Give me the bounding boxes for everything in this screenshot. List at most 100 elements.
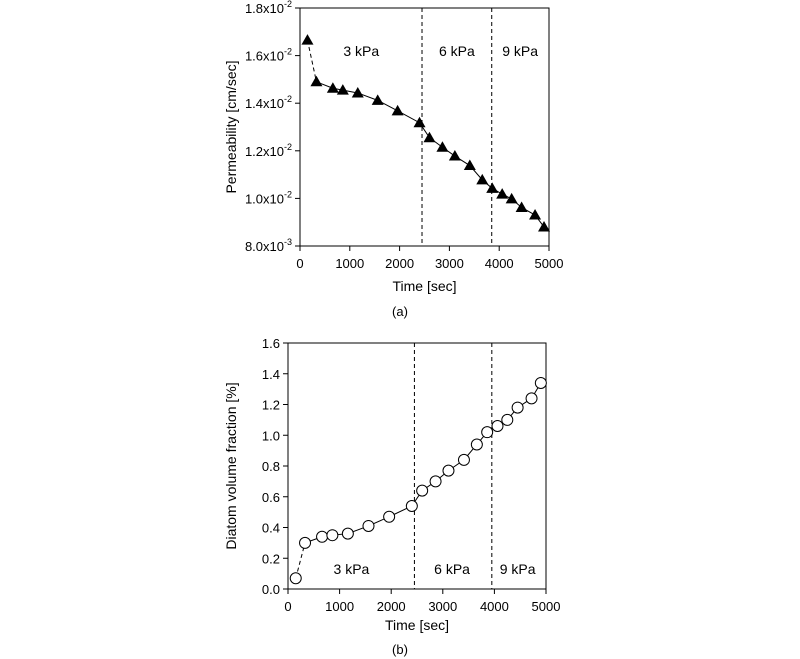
data-point-triangle [326,82,339,93]
y-tick-mantissa: 1.6x10 [245,49,284,64]
data-point-triangle [529,209,542,220]
x-axis-title: Time [sec] [385,617,449,633]
data-point-circle [501,413,514,426]
y-tick-label: 1.4 [262,367,280,382]
data-point-circle [326,529,339,542]
y-tick-exponent: -2 [284,0,292,9]
data-point-triangle [505,192,518,204]
series-line-initial-dashed [306,40,317,82]
data-point-triangle [301,34,314,45]
data-point-circle [299,536,312,549]
data-point-circle [341,527,354,540]
series-line-initial-dashed [295,542,306,579]
y-tick-label: 0.8 [262,459,280,474]
series-line [316,81,545,228]
y-tick-exponent: -3 [284,237,292,247]
data-point-circle [457,453,470,466]
y-tick-label: 0.2 [262,551,280,566]
data-point-triangle [538,220,551,232]
y-tick-label: 1.8x10-2 [245,0,292,16]
data-point-circle [383,510,396,523]
data-point-triangle [336,84,349,95]
pressure-stage-label: 9 kPa [500,561,536,577]
y-tick-mantissa: 1.4 [262,367,280,382]
data-point-circle [511,401,524,414]
y-tick-mantissa: 0.4 [262,521,280,536]
x-tick-label: 5000 [535,256,564,271]
data-point-circle [470,438,483,451]
data-point-triangle [515,201,528,212]
pressure-stage-label: 3 kPa [334,561,370,577]
y-axis-title: Diatom volume fraction [%] [223,382,239,549]
x-tick-label: 3000 [435,256,464,271]
y-tick-label: 0.0 [262,582,280,597]
y-tick-label: 1.6x10-2 [245,47,292,64]
y-tick-mantissa: 0.6 [262,490,280,505]
plot-frame [287,342,547,590]
data-point-triangle [436,141,449,152]
data-point-circle [442,464,455,477]
x-tick-label: 1000 [335,256,364,271]
y-tick-mantissa: 0.8 [262,459,280,474]
y-tick-label: 0.6 [262,490,280,505]
x-tick-label: 5000 [532,599,561,614]
x-tick-label: 1000 [325,599,354,614]
figure-caption: (a) [392,304,408,319]
data-point-triangle [413,116,426,128]
y-tick-mantissa: 1.8x10 [245,1,284,16]
y-tick-exponent: -2 [284,94,292,104]
y-tick-mantissa: 8.0x10 [245,239,284,254]
y-axis-title: Permeability [cm/sec] [223,60,239,193]
x-axis-title: Time [sec] [392,278,456,294]
y-tick-exponent: -2 [284,189,292,199]
data-point-triangle [391,104,404,116]
data-point-circle [316,530,329,543]
data-point-circle [416,484,429,497]
data-point-circle [429,475,442,488]
data-point-triangle [351,86,364,98]
x-tick-label: 3000 [428,599,457,614]
y-tick-mantissa: 1.2 [262,398,280,413]
data-point-triangle [496,188,509,199]
y-tick-mantissa: 1.6 [262,336,280,351]
y-tick-label: 1.2 [262,398,280,413]
data-point-triangle [310,75,323,87]
y-tick-label: 0.4 [262,521,280,536]
y-tick-label: 8.0x10-3 [245,237,292,254]
data-point-triangle [371,94,384,105]
data-point-triangle [486,182,499,193]
data-point-circle [534,376,547,389]
y-tick-mantissa: 0.0 [262,582,280,597]
data-point-circle [491,420,504,433]
x-tick-label: 0 [284,599,291,614]
data-point-triangle [448,150,461,161]
y-tick-exponent: -2 [284,142,292,152]
y-tick-mantissa: 1.0 [262,428,280,443]
data-point-circle [481,426,494,439]
data-point-triangle [423,131,436,143]
chart-a-permeability: 0 1000 2000 3000 4000 50008.0x10-31.0x10-21.2… [223,0,563,319]
y-tick-mantissa: 0.2 [262,551,280,566]
x-tick-label: 2000 [385,256,414,271]
plot-frame [299,7,550,247]
y-tick-label: 1.2x10-2 [245,142,292,159]
y-tick-label: 1.0 [262,428,280,443]
x-tick-label: 4000 [480,599,509,614]
series-line [304,382,542,544]
data-point-triangle [476,173,489,185]
x-tick-label: 2000 [377,599,406,614]
y-tick-label: 1.6 [262,336,280,351]
data-point-circle [289,572,302,585]
pressure-stage-label: 6 kPa [434,561,470,577]
y-tick-mantissa: 1.4x10 [245,96,284,111]
chart-b-diatom-volume-fraction: 0 1000 2000 3000 4000 5000 0.0 0.2 0.4 0.6 0.8 1.0 1… [223,336,560,657]
data-point-circle [525,392,538,405]
y-tick-exponent: -2 [284,47,292,57]
x-tick-label: 0 [296,256,303,271]
y-tick-mantissa: 1.0x10 [245,191,284,206]
figure-caption: (b) [392,642,408,657]
data-point-circle [405,499,418,512]
y-tick-label: 1.0x10-2 [245,189,292,206]
pressure-stage-label: 6 kPa [439,43,475,59]
